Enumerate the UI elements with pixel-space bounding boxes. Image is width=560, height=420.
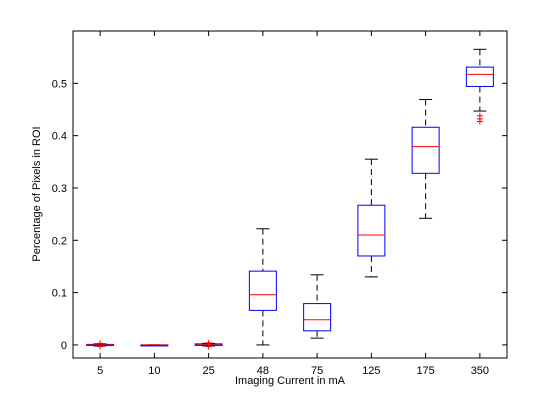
x-tick-label: 175 [416,365,434,377]
box-175 [411,99,440,219]
box-iqr [357,204,386,257]
y-tick-label: 0.4 [52,131,67,143]
box-10 [140,344,169,347]
y-axis-label: Percentage of Pixels in ROI [31,126,43,261]
box-iqr [411,126,440,174]
y-tick-label: 0.5 [52,78,67,90]
ticks-layer: 0 0.1 0.2 0.3 0.4 0.5 5 10 25 48 75 125 175 350 [52,31,507,377]
x-tick-label: 10 [148,365,160,377]
box-iqr [248,270,277,311]
plot-area [72,30,508,359]
box-25 [194,339,223,350]
x-tick-label: 5 [97,365,103,377]
x-tick-label: 48 [257,365,269,377]
box-48 [248,228,277,346]
x-tick-label: 25 [203,365,215,377]
x-tick-label: 75 [311,365,323,377]
y-tick-label: 0.1 [52,288,67,300]
box-iqr [465,66,494,87]
box-125 [357,158,386,278]
y-tick-label: 0.2 [52,235,67,247]
x-axis-label: Imaging Current in mA [235,375,346,387]
box-5 [86,340,115,350]
outlier-marker [97,343,104,350]
x-tick-label: 125 [362,365,380,377]
box-350 [465,48,494,125]
y-tick-label: 0.3 [52,183,67,195]
box-75 [303,274,332,339]
outlier-marker [205,343,212,350]
y-tick-label: 0 [61,340,67,352]
x-tick-label: 350 [471,365,489,377]
box-iqr [303,303,332,332]
outlier-marker [476,118,483,125]
boxes-layer [86,48,494,350]
